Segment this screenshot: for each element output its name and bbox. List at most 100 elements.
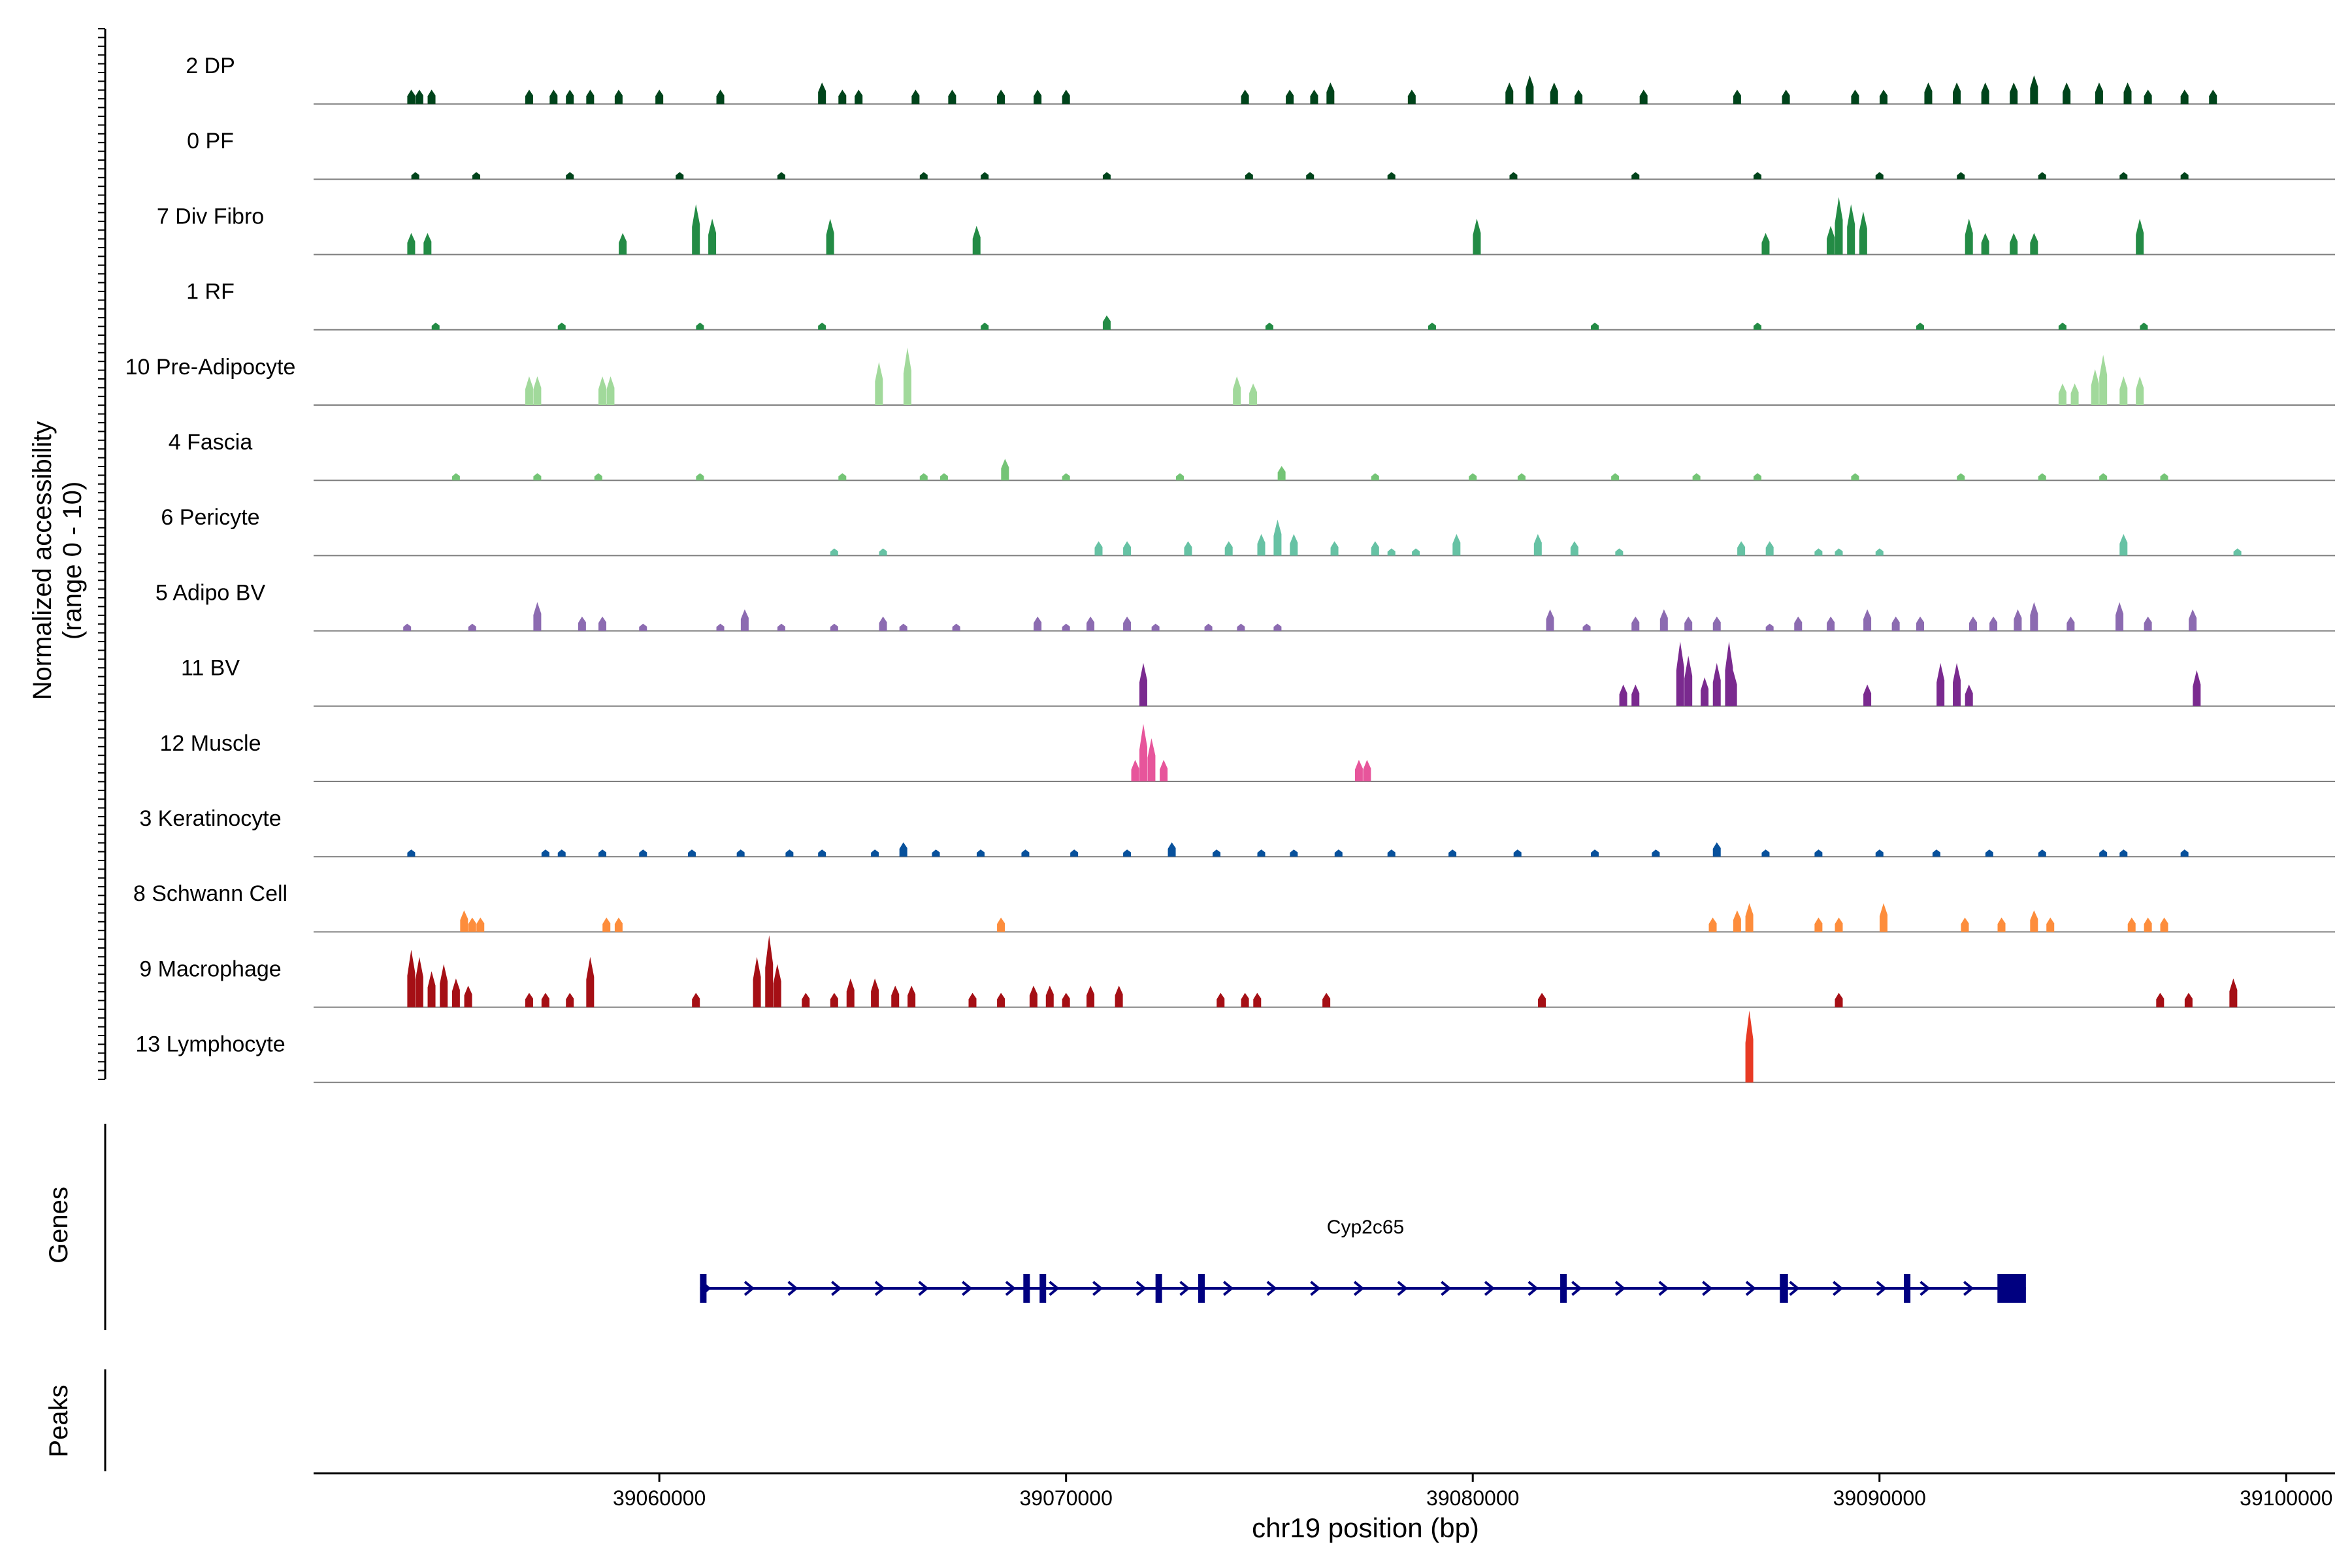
coverage-peak xyxy=(1631,616,1640,631)
coverage-peak xyxy=(1615,548,1624,556)
coverage-peak xyxy=(696,473,704,481)
coverage-peak xyxy=(1290,534,1298,556)
coverage-peak xyxy=(773,964,781,1007)
coverage-peak xyxy=(566,90,574,105)
track-label: 10 Pre-Adipocyte xyxy=(125,355,296,380)
coverage-peak xyxy=(1965,684,1973,706)
coverage-peak xyxy=(948,90,956,105)
gene-exon xyxy=(1198,1274,1205,1303)
y-axis-title: Normalized accessibility xyxy=(28,421,57,700)
gene-name-label: Cyp2c65 xyxy=(1327,1217,1404,1238)
coverage-peak xyxy=(1916,322,1925,330)
x-axis-tick-label: 39090000 xyxy=(1833,1486,1926,1510)
coverage-peak xyxy=(1590,849,1599,857)
coverage-peak xyxy=(557,322,566,330)
coverage-peak xyxy=(1412,548,1420,556)
coverage-peak xyxy=(1509,172,1518,180)
track-6-pericyte: 6 Pericyte xyxy=(161,505,2335,557)
coverage-peak xyxy=(2099,473,2108,481)
coverage-peak xyxy=(899,842,907,857)
coverage-peak xyxy=(566,992,574,1007)
coverage-peak xyxy=(1363,760,1371,781)
coverage-peak xyxy=(2010,82,2018,105)
strand-arrow xyxy=(874,1281,886,1296)
coverage-peak xyxy=(1062,992,1070,1007)
genes-track-label: Genes xyxy=(44,1186,73,1264)
coverage-peak xyxy=(2180,90,2189,105)
coverage-peak xyxy=(1924,82,1933,105)
coverage-peak xyxy=(1835,197,1843,255)
coverage-peak xyxy=(1953,82,1961,105)
strand-arrow xyxy=(1005,1281,1017,1296)
track-11-bv: 11 BV xyxy=(181,641,2335,707)
coverage-peak xyxy=(1684,655,1693,706)
coverage-peak xyxy=(407,233,416,255)
coverage-peak xyxy=(981,172,989,180)
coverage-peak xyxy=(1611,473,1620,481)
coverage-peak xyxy=(871,978,879,1007)
gene-exon xyxy=(1023,1274,1030,1303)
strand-arrow xyxy=(1832,1281,1844,1296)
coverage-peak xyxy=(1168,842,1176,857)
coverage-peak xyxy=(407,849,416,857)
coverage-peak xyxy=(1176,473,1184,481)
coverage-peak xyxy=(818,322,826,330)
coverage-peak xyxy=(411,172,419,180)
coverage-peak xyxy=(1701,677,1709,706)
coverage-peak xyxy=(1859,211,1867,255)
coverage-peak xyxy=(1086,616,1095,631)
coverage-peak xyxy=(891,985,900,1007)
coverage-peak xyxy=(1765,623,1774,631)
coverage-peak xyxy=(1062,473,1070,481)
strand-arrow xyxy=(1571,1281,1582,1296)
coverage-peak xyxy=(1330,541,1339,556)
coverage-peak xyxy=(972,225,981,255)
coverage-peak xyxy=(1034,90,1042,105)
coverage-peak xyxy=(1875,172,1884,180)
coverage-peak xyxy=(2160,917,2168,932)
coverage-peak xyxy=(1452,534,1461,556)
coverage-peak xyxy=(830,548,838,556)
strand-arrow xyxy=(1658,1281,1669,1296)
coverage-peak xyxy=(541,849,549,857)
coverage-peak xyxy=(1517,473,1526,481)
coverage-peak xyxy=(1754,473,1761,481)
coverage-peak xyxy=(1932,849,1940,857)
coverage-peak xyxy=(415,90,423,105)
coverage-peak xyxy=(606,376,615,405)
track-label: 3 Keratinocyte xyxy=(139,806,281,831)
coverage-peak xyxy=(1659,609,1668,631)
coverage-peak xyxy=(423,233,432,255)
coverage-peak xyxy=(1407,90,1416,105)
coverage-peak xyxy=(838,473,847,481)
coverage-peak xyxy=(997,90,1005,105)
track-8-schwann-cell: 8 Schwann Cell xyxy=(133,881,2335,933)
x-axis-tick-label: 39100000 xyxy=(2240,1486,2332,1510)
track-label: 8 Schwann Cell xyxy=(133,881,287,906)
coverage-peak xyxy=(818,82,826,105)
coverage-peak xyxy=(1224,541,1233,556)
coverage-peak xyxy=(2058,384,2066,405)
coverage-peak xyxy=(1115,985,1123,1007)
track-label: 5 Adipo BV xyxy=(155,580,266,605)
x-axis-tick-label: 39070000 xyxy=(1020,1486,1113,1510)
coverage-peak xyxy=(875,362,883,405)
coverage-peak xyxy=(598,849,606,857)
coverage-peak xyxy=(1538,992,1546,1007)
coverage-peak xyxy=(1575,90,1583,105)
track-label: 11 BV xyxy=(181,656,240,681)
track-5-adipo-bv: 5 Adipo BV xyxy=(155,580,2335,632)
coverage-peak xyxy=(1863,684,1872,706)
coverage-peak xyxy=(2144,917,2152,932)
coverage-peak xyxy=(2066,616,2075,631)
strand-arrow xyxy=(743,1281,755,1296)
coverage-peak xyxy=(1814,849,1823,857)
coverage-peak xyxy=(1827,225,1835,255)
coverage-peak xyxy=(586,956,595,1007)
coverage-peak xyxy=(1712,842,1721,857)
coverage-peak xyxy=(2119,376,2128,405)
coverage-peak xyxy=(1147,738,1156,781)
coverage-peak xyxy=(468,917,476,932)
coverage-peak xyxy=(2010,233,2018,255)
